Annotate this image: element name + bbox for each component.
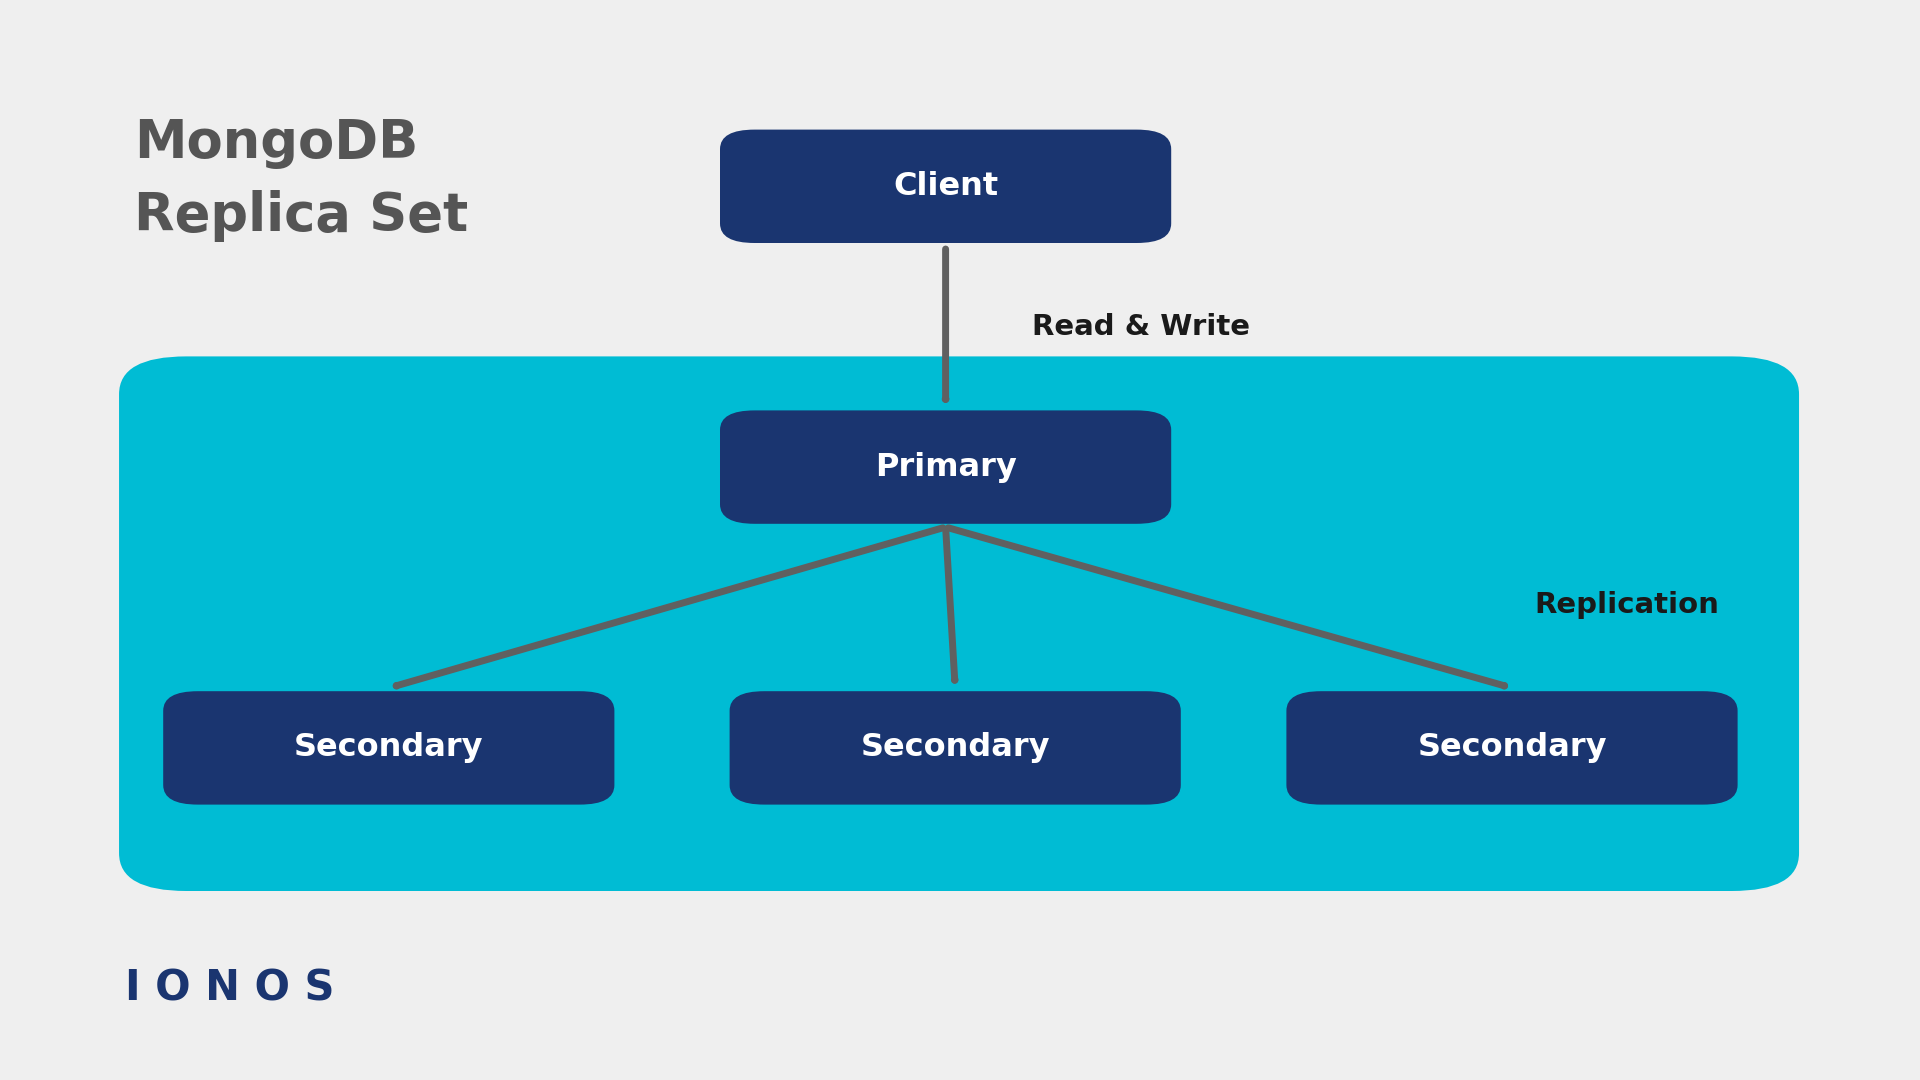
Text: I O N O S: I O N O S — [125, 968, 334, 1009]
Text: Replication: Replication — [1534, 591, 1720, 619]
Text: Secondary: Secondary — [860, 732, 1050, 764]
FancyBboxPatch shape — [730, 691, 1181, 805]
FancyBboxPatch shape — [720, 130, 1171, 243]
FancyBboxPatch shape — [163, 691, 614, 805]
FancyBboxPatch shape — [720, 410, 1171, 524]
Text: Secondary: Secondary — [294, 732, 484, 764]
Text: MongoDB: MongoDB — [134, 117, 419, 168]
FancyBboxPatch shape — [1286, 691, 1738, 805]
Text: Replica Set: Replica Set — [134, 190, 468, 242]
Text: Read & Write: Read & Write — [1033, 313, 1250, 340]
Text: Primary: Primary — [876, 451, 1016, 483]
FancyBboxPatch shape — [119, 356, 1799, 891]
Text: Secondary: Secondary — [1417, 732, 1607, 764]
Text: Client: Client — [893, 171, 998, 202]
